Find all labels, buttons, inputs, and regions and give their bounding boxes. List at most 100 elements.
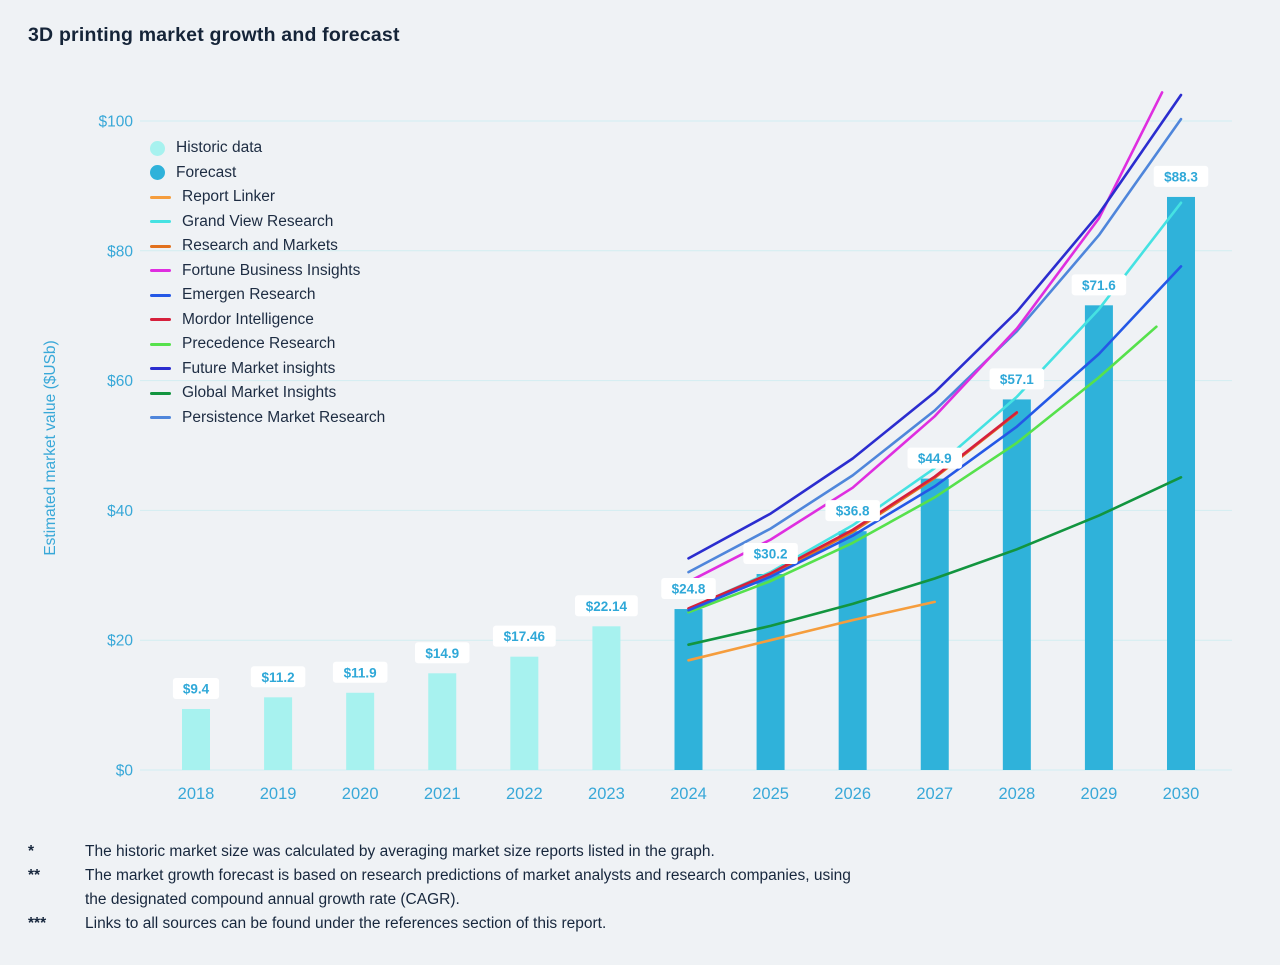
line-precedence-research [687, 325, 1158, 614]
x-tick-label-2018: 2018 [178, 785, 215, 803]
bar-label-2027: $44.9 [918, 451, 952, 466]
footnote-1: * The historic market size was calculate… [28, 840, 1028, 864]
x-tick-label-2022: 2022 [506, 785, 543, 803]
persistence-market-research-line-icon [150, 416, 171, 420]
page-title: 3D printing market growth and forecast [28, 24, 400, 46]
legend-item-future-market-insights: Future Market insights [150, 357, 385, 382]
bar-label-2018: $9.4 [183, 681, 210, 696]
x-tick-label-2028: 2028 [998, 785, 1035, 803]
forecast-swatch-icon [150, 165, 165, 181]
x-tick-label-2019: 2019 [260, 785, 297, 803]
x-tick-label-2020: 2020 [342, 785, 379, 803]
legend-item-emergen-research: Emergen Research [150, 283, 385, 308]
footnote-3: *** Links to all sources can be found un… [28, 912, 1028, 936]
emergen-research-line-icon [150, 293, 171, 297]
legend-item-forecast: Forecast [150, 161, 385, 186]
x-tick-label-2030: 2030 [1163, 785, 1200, 803]
bar-label-2025: $30.2 [754, 547, 788, 562]
mordor-intelligence-line-icon [150, 318, 171, 322]
line-mordor-intelligence [687, 411, 1019, 610]
line-global-market-insights [687, 476, 1183, 646]
chart-legend: Historic data Forecast Report Linker Gra… [150, 136, 385, 430]
x-tick-label-2023: 2023 [588, 785, 625, 803]
line-emergen-research [687, 265, 1183, 612]
footnote-3-text: Links to all sources can be found under … [85, 915, 607, 932]
bar-label-bg-2028 [989, 368, 1045, 390]
footnote-2-marker: ** [28, 867, 41, 884]
bar-label-bg-2024 [661, 578, 716, 600]
bar-2018 [182, 708, 210, 770]
y-tick-label: $20 [107, 633, 133, 650]
bar-label-bg-2025 [743, 543, 798, 565]
y-tick-label: $60 [107, 373, 133, 390]
report-linker-line-icon [150, 195, 171, 199]
x-tick-label-2021: 2021 [424, 785, 461, 803]
precedence-research-line-icon [150, 342, 171, 346]
x-tick-label-2027: 2027 [916, 785, 953, 803]
line-report-linker [687, 600, 936, 662]
bar-2027 [920, 478, 949, 770]
line-future-market-insights [687, 93, 1183, 560]
bar-label-bg-2019 [250, 666, 306, 688]
historic-data-swatch-icon [150, 140, 165, 156]
bar-2019 [264, 697, 293, 770]
bar-label-bg-2030 [1153, 165, 1209, 187]
bar-label-bg-2029 [1071, 274, 1127, 296]
bar-label-2023: $22.14 [586, 599, 628, 614]
bar-2021 [428, 673, 457, 770]
bar-label-2030: $88.3 [1164, 169, 1198, 184]
footnote-1-marker: * [28, 843, 35, 860]
bar-label-2019: $11.2 [262, 670, 295, 685]
line-persistence-market-research [687, 117, 1183, 574]
bar-2028 [1002, 399, 1031, 770]
bar-2029 [1084, 305, 1113, 770]
bar-2020 [346, 692, 375, 770]
bar-2023 [592, 626, 621, 770]
grand-view-research-line-icon [150, 220, 171, 224]
footnotes: * The historic market size was calculate… [28, 840, 1028, 936]
legend-item-mordor-intelligence: Mordor Intelligence [150, 308, 385, 333]
bar-label-2026: $36.8 [836, 504, 870, 519]
global-market-insights-line-icon [150, 391, 171, 395]
bar-label-bg-2027 [907, 447, 962, 469]
legend-item-persistence-market-research: Persistence Market Research [150, 406, 385, 431]
legend-item-precedence-research: Precedence Research [150, 332, 385, 357]
bar-label-bg-2021 [414, 642, 470, 664]
footnote-2: ** The market growth forecast is based o… [28, 864, 1028, 912]
bar-label-2024: $24.8 [672, 582, 706, 597]
bar-2026 [838, 531, 867, 770]
footnote-3-marker: *** [28, 915, 47, 932]
bar-label-2020: $11.9 [344, 665, 377, 680]
x-tick-label-2024: 2024 [670, 785, 707, 803]
footnote-2-text: The market growth forecast is based on r… [85, 867, 851, 908]
bar-2024 [674, 609, 703, 770]
bar-label-bg-2018 [172, 677, 220, 699]
fortune-business-insights-line-icon [150, 269, 171, 273]
bar-label-2029: $71.6 [1082, 278, 1116, 293]
bar-label-bg-2022 [492, 625, 556, 647]
market-growth-chart: $0 $20 $40 $60 $80 $100 Estimated market value… [42, 91, 1232, 803]
x-tick-label-2026: 2026 [834, 785, 871, 803]
bar-label-2022: $17.46 [504, 629, 546, 644]
legend-item-global-market-insights: Global Market Insights [150, 381, 385, 406]
y-tick-label: $100 [99, 114, 134, 131]
bar-label-2028: $57.1 [1000, 372, 1034, 387]
legend-item-research-and-markets: Research and Markets [150, 234, 385, 259]
bar-2022 [510, 656, 539, 770]
future-market-insights-line-icon [150, 367, 171, 371]
chart-area: $0 $20 $40 $60 $80 $100 Estimated market value… [42, 91, 1232, 803]
y-tick-label: $0 [116, 763, 134, 780]
footnote-1-text: The historic market size was calculated … [85, 843, 715, 860]
bar-label-bg-2023 [575, 595, 638, 617]
research-and-markets-line-icon [150, 244, 171, 248]
y-tick-label: $40 [107, 503, 133, 520]
x-tick-label-2029: 2029 [1081, 785, 1118, 803]
line-fortune-business-insights [687, 91, 1164, 584]
legend-item-report-linker: Report Linker [150, 185, 385, 210]
x-tick-label-2025: 2025 [752, 785, 789, 803]
legend-item-fortune-business-insights: Fortune Business Insights [150, 259, 385, 284]
legend-item-grand-view-research: Grand View Research [150, 210, 385, 235]
bar-label-bg-2026 [825, 500, 880, 522]
bar-2030 [1166, 196, 1195, 771]
y-tick-label: $80 [107, 243, 133, 260]
